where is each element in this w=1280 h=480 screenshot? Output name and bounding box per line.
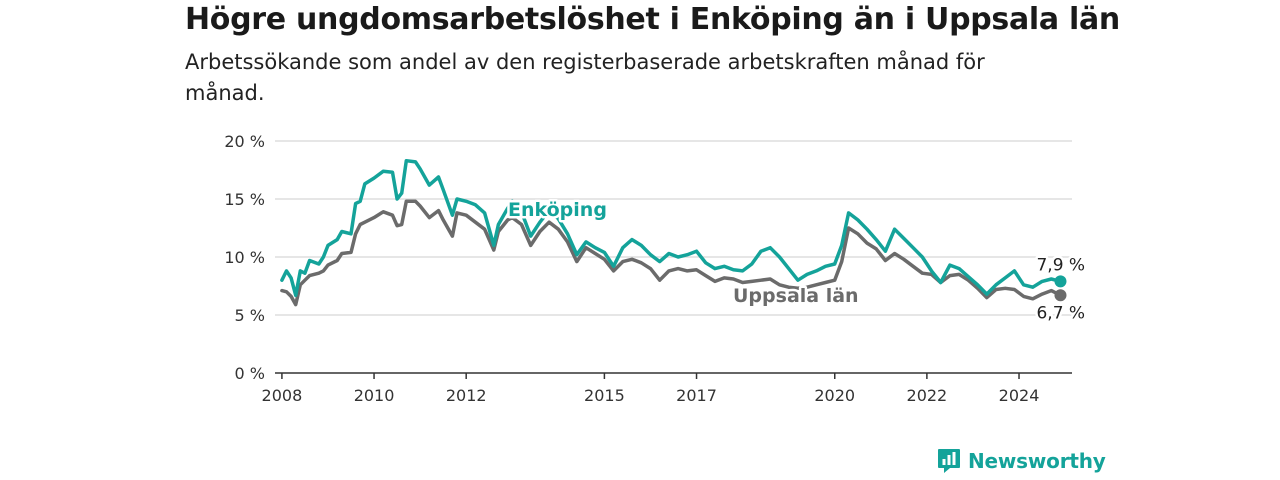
y-tick-label: 15 % (224, 190, 265, 209)
x-tick-label: 2010 (354, 386, 395, 405)
chart-subtitle: Arbetssökande som andel av den registerb… (185, 50, 985, 105)
chart-labels: Enköping Uppsala län 7,9 % 6,7 % (506, 197, 1088, 326)
x-tick-label: 2008 (262, 386, 303, 405)
end-point-uppsala (1054, 289, 1067, 302)
x-tick-label: 2024 (999, 386, 1040, 405)
brand: Newsworthy (937, 448, 1106, 474)
series-label-enkoping: Enköping (508, 199, 607, 221)
series-lines (280, 158, 1067, 307)
series-line-enkoping (280, 158, 1063, 298)
y-tick-label: 0 % (235, 364, 265, 383)
end-label-enkoping: 7,9 % (1036, 255, 1085, 275)
newsworthy-logo-icon (938, 449, 960, 473)
x-tick-label: 2022 (907, 386, 948, 405)
series-line-uppsala (280, 199, 1063, 307)
grid-lines (275, 140, 1072, 316)
y-tick-label: 10 % (224, 248, 265, 267)
end-label-uppsala: 6,7 % (1036, 303, 1085, 323)
y-tick-label: 5 % (235, 306, 265, 325)
x-tick-label: 2012 (446, 386, 487, 405)
series-label-uppsala: Uppsala län (733, 285, 859, 307)
x-tick-label: 2015 (584, 386, 625, 405)
end-point-enkoping (1054, 275, 1067, 288)
axes: 0 % 5 % 10 % 15 % 20 % 2008 2010 2012 2015 2017 20… (224, 132, 1072, 405)
x-tick-label: 2017 (676, 386, 717, 405)
brand-name: Newsworthy (968, 449, 1106, 473)
x-tick-label: 2020 (814, 386, 855, 405)
chart-title: Högre ungdomsarbetslöshet i Enköping än … (185, 2, 1120, 37)
y-tick-label: 20 % (224, 132, 265, 151)
